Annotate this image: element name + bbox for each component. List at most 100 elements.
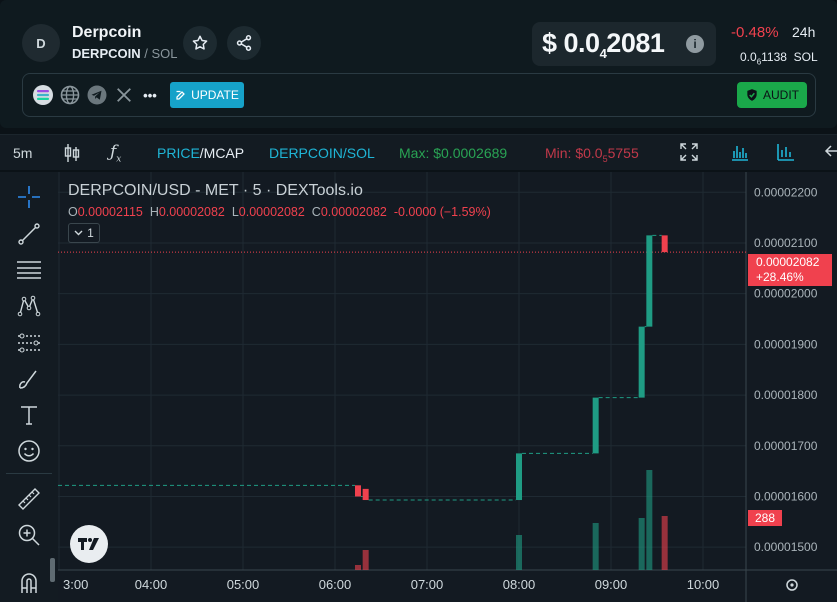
trendline-icon xyxy=(18,223,40,245)
audit-button[interactable]: AUDIT xyxy=(737,82,807,108)
horizontal-lines-icon xyxy=(17,261,41,279)
last-price-value: 0.00002082 xyxy=(756,255,820,269)
chart-style-1-button[interactable] xyxy=(731,143,749,164)
interval-selector[interactable]: 5m xyxy=(13,145,33,161)
crosshair-tool[interactable] xyxy=(16,184,42,210)
update-button[interactable]: UPDATE xyxy=(170,82,244,108)
time-axis-label: 09:00 xyxy=(595,577,628,592)
indicators-fx-icon[interactable]: ƒx xyxy=(110,142,122,165)
candle xyxy=(355,485,361,497)
ruler-icon xyxy=(18,488,40,510)
settings-gear-icon-center xyxy=(790,583,794,587)
tradingview-logo[interactable] xyxy=(70,525,108,563)
price-axis-label: 0.00002100 xyxy=(754,236,818,250)
time-axis-label: 06:00 xyxy=(319,577,352,592)
volume-bar xyxy=(592,523,599,570)
chevron-down-icon xyxy=(74,230,83,236)
price-toggle-label: PRICE xyxy=(157,145,200,161)
ohlc-close-label: C xyxy=(311,205,321,219)
links-bar: ••• UPDATE AUDIT xyxy=(22,73,816,117)
pattern-tool[interactable] xyxy=(16,293,42,319)
sol-label: SOL xyxy=(793,50,818,64)
telegram-icon[interactable] xyxy=(87,85,107,105)
update-label: UPDATE xyxy=(191,88,239,102)
candlestick-icon xyxy=(64,144,80,162)
candle xyxy=(646,235,653,327)
website-globe-icon[interactable] xyxy=(60,85,80,105)
favorite-button[interactable] xyxy=(183,26,217,60)
time-axis-label: 05:00 xyxy=(227,577,260,592)
time-axis-label: 3:00 xyxy=(63,577,88,592)
candle xyxy=(516,453,522,501)
price-prefix: $ 0.0 xyxy=(542,27,600,58)
ohlc-low: 0.00002082 xyxy=(238,205,305,219)
min-price-prefix: Min: $0.0 xyxy=(545,145,603,161)
price-axis-label: 0.00001900 xyxy=(754,337,818,351)
text-tool[interactable] xyxy=(16,402,42,428)
settings-gear-icon xyxy=(786,579,798,591)
pair-toggle[interactable]: DERPCOIN/SOL xyxy=(269,145,375,161)
emoji-tool[interactable] xyxy=(16,438,42,464)
pair-quote: SOL xyxy=(151,46,178,61)
zoom-tool[interactable] xyxy=(16,522,42,548)
ohlc-high: 0.00002082 xyxy=(158,205,225,219)
candle xyxy=(638,326,645,398)
volume-label: 288 xyxy=(748,510,782,526)
volume-bar xyxy=(355,565,361,570)
fullscreen-button[interactable] xyxy=(680,143,698,164)
legend-collapse-button[interactable]: 1 xyxy=(68,223,100,243)
chart-style-2-button[interactable] xyxy=(777,143,795,164)
token-avatar: D xyxy=(22,24,60,62)
token-price: $ 0.042081 xyxy=(542,27,665,61)
price-axis-label: 0.00001800 xyxy=(754,388,818,402)
fullscreen-icon xyxy=(680,143,698,161)
ohlc-open-label: O xyxy=(68,205,78,219)
legend-count: 1 xyxy=(87,226,94,240)
star-icon xyxy=(192,35,208,50)
x-twitter-icon[interactable] xyxy=(114,85,134,105)
tools-divider xyxy=(6,473,52,474)
magnet-icon xyxy=(21,573,37,593)
pair-base: DERPCOIN xyxy=(72,46,141,61)
candle xyxy=(592,397,599,454)
volume-bar xyxy=(646,470,653,570)
candle-type-button[interactable] xyxy=(63,143,81,166)
ohlc-low-label: L xyxy=(231,205,239,219)
horizontal-lines-tool[interactable] xyxy=(16,257,42,283)
candle xyxy=(661,235,668,253)
chart-legend-title: DERPCOIN/USD - MET · 5 · DEXTools.io xyxy=(68,182,363,199)
trendline-tool[interactable] xyxy=(16,221,42,247)
collapse-arrow-button[interactable] xyxy=(823,143,837,162)
share-icon xyxy=(236,35,252,51)
price-suffix: 2081 xyxy=(606,27,665,58)
measure-tool[interactable] xyxy=(16,486,42,512)
bar-chart-icon xyxy=(732,146,748,161)
price-axis-label: 0.00001600 xyxy=(754,489,818,503)
projection-tool[interactable] xyxy=(16,330,42,356)
last-price-label: 0.00002082 +28.46% xyxy=(748,254,832,286)
last-price-change: +28.46% xyxy=(756,270,804,284)
max-price: Max: $0.0002689 xyxy=(399,145,508,161)
drawing-tools xyxy=(0,172,58,602)
pattern-icon xyxy=(17,295,41,317)
price-axis-label: 0.00002000 xyxy=(754,287,818,301)
time-axis-label: 04:00 xyxy=(135,577,168,592)
chart-toolbar: 5m ƒx PRICE/MCAP DERPCOIN/SOL Max: $0.00… xyxy=(0,134,837,170)
ohlc-open: 0.00002115 xyxy=(77,205,143,219)
solana-chain-icon[interactable] xyxy=(33,85,53,105)
magnet-tool[interactable] xyxy=(16,570,42,596)
text-icon xyxy=(21,406,37,425)
price-mcap-toggle[interactable]: PRICE/MCAP xyxy=(157,145,244,161)
ohlc-change: -0.0000 (−1.59%) xyxy=(393,205,491,219)
brush-tool[interactable] xyxy=(16,366,42,392)
price-axis-label: 0.00002200 xyxy=(754,185,818,199)
info-icon[interactable]: i xyxy=(686,35,704,53)
more-links-icon[interactable]: ••• xyxy=(143,87,157,103)
price-chart[interactable]: 3:00 04:00 05:00 06:00 07:00 08:00 09:00 10:00 0… xyxy=(58,172,837,602)
price-change: -0.48% xyxy=(731,24,779,41)
time-axis-label: 10:00 xyxy=(687,577,720,592)
share-button[interactable] xyxy=(227,26,261,60)
tools-scrollbar[interactable] xyxy=(50,558,55,582)
candle xyxy=(362,488,369,501)
change-period: 24h xyxy=(792,24,816,40)
